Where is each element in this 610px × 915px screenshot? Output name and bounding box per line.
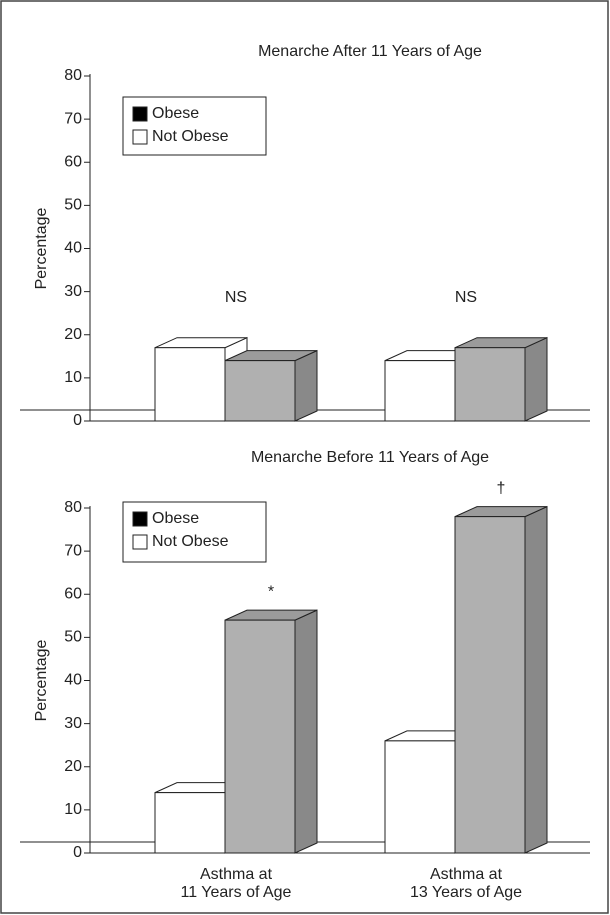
y-tick-label: 70 [64, 542, 82, 559]
bar-side [524, 336, 548, 422]
legend-label: Obese [152, 510, 199, 527]
bar-side [524, 505, 548, 854]
floor [90, 410, 590, 421]
annotation: † [497, 480, 506, 497]
legend-label: Obese [152, 105, 199, 122]
y-tick-label: 10 [64, 369, 82, 386]
bar [454, 336, 548, 422]
y-tick-label: 30 [64, 715, 82, 732]
y-tick-label: 0 [73, 844, 82, 861]
y-tick-label: 10 [64, 801, 82, 818]
y-tick-label: 70 [64, 110, 82, 127]
y-axis-label: Percentage [33, 639, 50, 721]
bar-front [384, 360, 456, 422]
y-tick-label: 20 [64, 758, 82, 775]
annotation: * [268, 583, 274, 600]
bar-side [294, 609, 318, 854]
annotation: NS [225, 289, 247, 306]
legend-swatch [132, 129, 148, 145]
legend-swatch [132, 534, 148, 550]
legend-label: Not Obese [152, 533, 229, 550]
chart-title: Menarche Before 11 Years of Age [251, 449, 489, 466]
legend-swatch [132, 106, 148, 122]
bar-front [224, 360, 296, 422]
bar [454, 505, 548, 854]
y-tick-label: 0 [73, 412, 82, 429]
y-tick-label: 40 [64, 240, 82, 257]
y-tick-label: 30 [64, 283, 82, 300]
x-tick-label: Asthma at 13 Years of Age [409, 866, 523, 901]
bar-front [454, 516, 526, 854]
chart-title: Menarche After 11 Years of Age [258, 43, 482, 60]
y-tick-label: 80 [64, 67, 82, 84]
y-tick-label: 40 [64, 672, 82, 689]
bar-front [154, 792, 226, 854]
bar-front [384, 740, 456, 854]
annotation: NS [455, 289, 477, 306]
bar [224, 609, 318, 854]
y-tick-label: 60 [64, 153, 82, 170]
y-tick-label: 50 [64, 629, 82, 646]
bar-front [454, 347, 526, 422]
bar-front [224, 619, 296, 854]
y-axis-label: Percentage [33, 207, 50, 289]
y-tick-label: 20 [64, 326, 82, 343]
y-tick-label: 80 [64, 499, 82, 516]
legend-label: Not Obese [152, 128, 229, 145]
bar-front [154, 347, 226, 422]
x-tick-label: Asthma at 11 Years of Age [180, 866, 292, 901]
bar-side [294, 349, 318, 422]
bar [224, 349, 318, 422]
y-tick-label: 60 [64, 585, 82, 602]
floor [90, 842, 590, 853]
y-tick-label: 50 [64, 197, 82, 214]
legend-swatch [132, 511, 148, 527]
